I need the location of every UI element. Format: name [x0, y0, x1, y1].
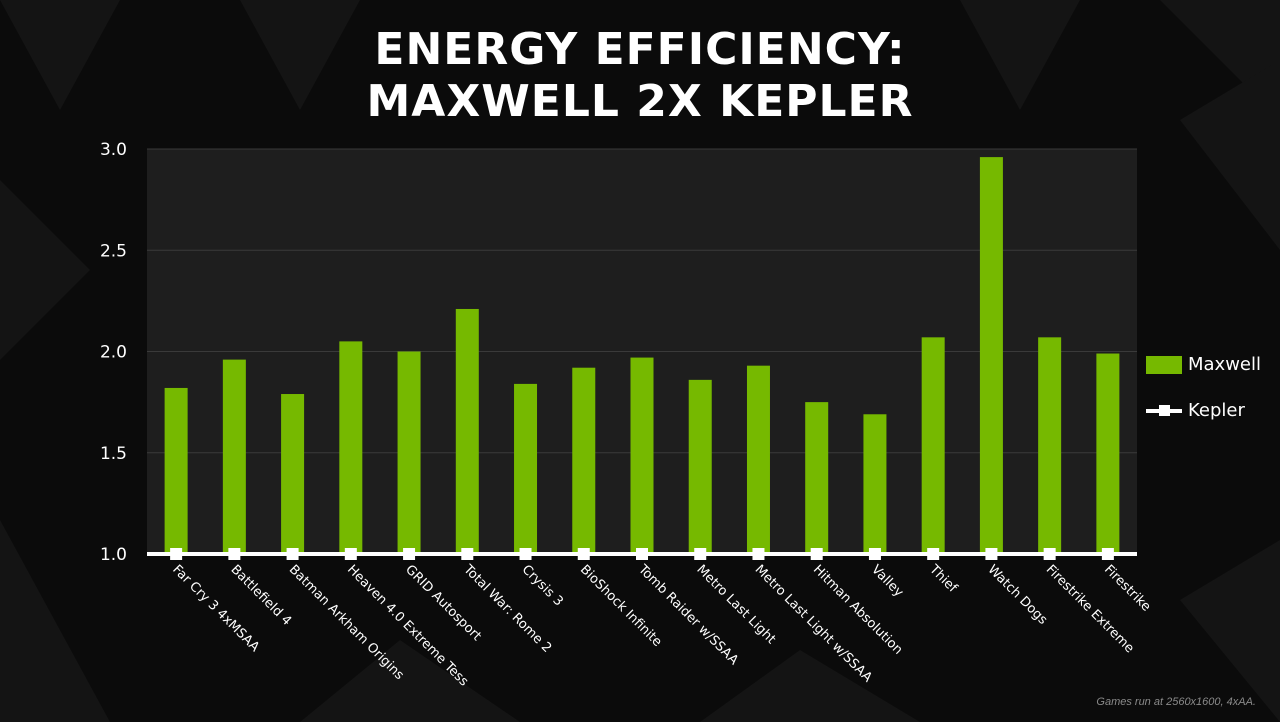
x-tick-label: Metro Last Light w/SSAA — [752, 562, 875, 685]
x-tick-label: Heaven 4.0 Extreme Tess — [344, 562, 471, 689]
kepler-marker — [752, 548, 765, 560]
y-tick-label: 1.5 — [100, 444, 127, 464]
bar-maxwell — [455, 308, 479, 554]
bar-maxwell — [1096, 353, 1120, 554]
x-tick-label: Batman Arkham Origins — [286, 562, 407, 683]
bar-maxwell — [979, 157, 1003, 554]
y-tick-label: 2.5 — [100, 241, 127, 261]
kepler-marker — [927, 548, 940, 560]
bar-maxwell — [746, 365, 770, 554]
bar-maxwell — [572, 367, 596, 554]
kepler-marker — [868, 548, 881, 560]
title-line-2: MAXWELL 2X KEPLER — [366, 76, 914, 127]
kepler-marker — [1043, 548, 1056, 560]
bar-maxwell — [281, 394, 305, 554]
chart-title: ENERGY EFFICIENCY: MAXWELL 2X KEPLER — [0, 24, 1280, 128]
bar-maxwell — [1038, 337, 1062, 554]
x-tick-label: Watch Dogs — [985, 562, 1051, 628]
bar-maxwell — [222, 359, 246, 554]
y-tick-label: 2.0 — [100, 343, 127, 363]
bar-maxwell — [863, 414, 887, 554]
footnote: Games run at 2560x1600, 4xAA. — [1096, 696, 1256, 708]
kepler-marker — [1101, 548, 1114, 560]
kepler-marker — [228, 548, 241, 560]
y-tick-label: 3.0 — [100, 140, 127, 160]
kepler-marker — [344, 548, 357, 560]
x-tick-label: Tomb Raider w/SSAA — [634, 562, 741, 669]
bar-maxwell — [514, 383, 538, 554]
kepler-marker — [810, 548, 823, 560]
bar-maxwell — [805, 402, 829, 554]
bar-maxwell — [630, 357, 654, 554]
kepler-marker — [577, 548, 590, 560]
x-tick-label: Thief — [926, 562, 960, 596]
kepler-marker — [403, 548, 416, 560]
kepler-marker — [694, 548, 707, 560]
kepler-marker — [519, 548, 532, 560]
kepler-marker — [985, 548, 998, 560]
bar-maxwell — [397, 351, 421, 554]
legend-swatch-maxwell — [1146, 356, 1182, 374]
kepler-marker — [636, 548, 648, 560]
x-tick-label: Valley — [868, 562, 906, 600]
title-line-1: ENERGY EFFICIENCY: — [374, 24, 906, 75]
bar-maxwell — [688, 379, 712, 554]
kepler-marker — [286, 548, 299, 560]
legend-label-maxwell: Maxwell — [1188, 354, 1262, 375]
bar-maxwell — [164, 387, 188, 554]
bar-maxwell — [339, 341, 363, 554]
y-tick-label: 1.0 — [100, 545, 127, 565]
x-tick-label: Crysis 3 — [519, 562, 566, 609]
kepler-marker — [170, 548, 183, 560]
bar-maxwell — [921, 337, 945, 554]
kepler-marker — [461, 548, 474, 560]
legend-swatch-kepler-marker — [1159, 405, 1170, 416]
x-tick-label: Firestrike — [1101, 562, 1153, 614]
legend-label-kepler: Kepler — [1188, 400, 1245, 421]
